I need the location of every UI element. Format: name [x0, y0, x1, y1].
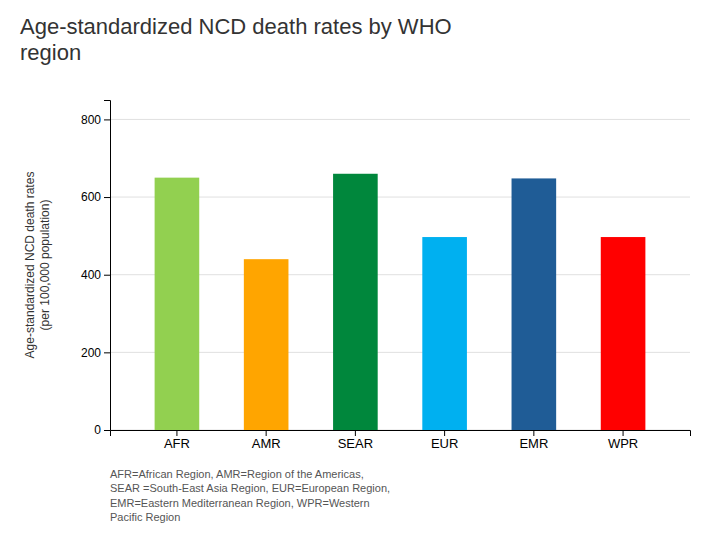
axis-line	[111, 431, 691, 437]
tick-label: 0	[94, 423, 101, 437]
bar	[244, 259, 289, 430]
tick-mark	[104, 352, 110, 353]
title: Age-standardized NCD death rates by WHOr…	[20, 14, 452, 65]
tick-label: AFR	[164, 436, 190, 451]
tick-label: EMR	[519, 436, 548, 451]
tick: 0	[94, 423, 110, 437]
grid-line	[110, 119, 690, 120]
text-line: SEAR =South-East Asia Region, EUR=Europe…	[110, 482, 390, 494]
tick-label: EUR	[431, 436, 458, 451]
y-axis-title: Age-standardized NCD death rates(per 100…	[23, 172, 52, 359]
tick-mark	[104, 430, 110, 431]
chart: Age-standardized NCD death rates by WHOr…	[0, 0, 720, 540]
bar	[333, 174, 378, 430]
text-line: (per 100,000 population)	[38, 200, 52, 331]
x-axis: AFR AMR SEAR EUR EMR WPR	[111, 430, 691, 451]
tick-mark	[266, 430, 267, 436]
tick-label: 400	[81, 268, 101, 282]
tick: 200	[81, 346, 110, 360]
text-line: AFR=African Region, AMR=Region of the Am…	[110, 468, 364, 480]
tick-label: 800	[81, 113, 101, 127]
text-line: Pacific Region	[110, 511, 180, 523]
tick-mark	[176, 430, 177, 436]
y-axis: 0 200 400 600 800	[81, 101, 111, 438]
bar	[155, 178, 200, 430]
tick-mark	[104, 197, 110, 198]
text-line: Age-standardized NCD death rates by WHO	[20, 14, 452, 39]
tick-mark	[623, 430, 624, 436]
bar	[512, 178, 557, 430]
tick: AFR	[164, 430, 190, 451]
axis-line	[104, 101, 111, 431]
tick: AMR	[252, 430, 281, 451]
plot: 0 200 400 600 800 AFR AMR SEAR EUR EMR WPR	[81, 101, 691, 452]
tick-mark	[533, 430, 534, 436]
tick: 800	[81, 113, 110, 127]
tick-label: 600	[81, 190, 101, 204]
grid	[110, 119, 690, 430]
tick: 400	[81, 268, 110, 282]
tick-label: WPR	[608, 436, 638, 451]
tick: EUR	[431, 430, 458, 451]
tick: EMR	[519, 430, 548, 451]
footnote: AFR=African Region, AMR=Region of the Am…	[110, 468, 390, 523]
text-line: Age-standardized NCD death rates	[23, 172, 37, 359]
text-line: region	[20, 40, 81, 65]
bars	[155, 174, 646, 430]
tick: WPR	[608, 430, 638, 451]
text-line: EMR=Eastern Mediterranean Region, WPR=We…	[110, 497, 370, 509]
tick-label: SEAR	[338, 436, 373, 451]
tick-label: AMR	[252, 436, 281, 451]
bar	[601, 237, 646, 430]
tick: 600	[81, 190, 110, 204]
tick-mark	[444, 430, 445, 436]
tick: SEAR	[338, 430, 373, 451]
tick-mark	[104, 119, 110, 120]
bar	[422, 237, 467, 430]
tick-mark	[104, 275, 110, 276]
tick-mark	[355, 430, 356, 436]
tick-label: 200	[81, 346, 101, 360]
